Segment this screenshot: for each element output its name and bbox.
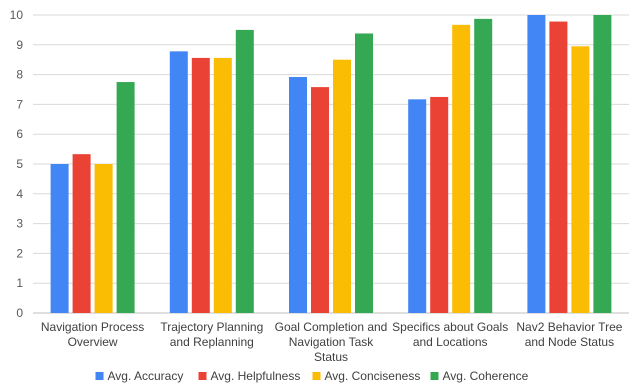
- bar-avg-coherence-1: [235, 29, 254, 314]
- bar-avg-accuracy-0: [50, 164, 69, 313]
- bar-avg-helpfulness-3: [430, 96, 449, 313]
- y-tick-label: 0: [16, 306, 23, 320]
- y-tick-label: 8: [16, 68, 23, 82]
- legend-item: Avg. Conciseness: [312, 369, 421, 383]
- bar-avg-coherence-3: [474, 18, 493, 314]
- legend-swatch: [312, 372, 321, 380]
- y-axis-tick-labels: 0 1 2 3 4 5 6 7 8 9 10: [10, 8, 24, 320]
- legend-item: Avg. Accuracy: [95, 369, 184, 383]
- legend-item: Avg. Coherence: [430, 369, 529, 383]
- x-category-label: Navigation Process Overview: [41, 320, 144, 349]
- legend-label: Avg. Coherence: [443, 369, 529, 383]
- x-category-label: Nav2 Behavior Tree and Node Status: [516, 320, 622, 349]
- bar-avg-helpfulness-0: [72, 154, 91, 313]
- bar-avg-coherence-4: [593, 15, 612, 313]
- legend-swatch: [95, 372, 104, 380]
- legend: Avg. Accuracy Avg. Helpfulness Avg. Concis…: [95, 369, 529, 383]
- bar-avg-coherence-0: [116, 82, 135, 313]
- bar-avg-conciseness-2: [333, 59, 351, 314]
- bar-avg-conciseness-3: [452, 24, 471, 314]
- legend-swatch: [198, 372, 207, 380]
- bar-avg-conciseness-0: [94, 164, 113, 313]
- y-tick-label: 5: [16, 157, 23, 171]
- x-category-label: Specifics about Goals and Locations: [392, 320, 508, 349]
- y-tick-label: 7: [16, 97, 23, 111]
- legend-label: Avg. Helpfulness: [211, 369, 301, 383]
- legend-item: Avg. Helpfulness: [198, 369, 301, 383]
- y-tick-label: 3: [16, 217, 23, 231]
- x-category-label: Trajectory Planning and Replanning: [160, 320, 263, 349]
- bar-avg-helpfulness-4: [549, 21, 568, 313]
- bar-avg-conciseness-1: [213, 57, 232, 313]
- x-axis-category-labels: Navigation Process Overview Trajectory Pla…: [41, 320, 623, 364]
- y-tick-label: 6: [16, 127, 23, 141]
- y-tick-label: 9: [16, 38, 23, 52]
- bar-avg-accuracy-3: [408, 99, 427, 313]
- bar-avg-accuracy-1: [169, 51, 188, 314]
- bar-avg-helpfulness-1: [191, 57, 210, 313]
- x-category-label: Goal Completion and Navigation Task Status: [275, 320, 388, 364]
- y-tick-label: 2: [16, 246, 23, 260]
- bar-avg-helpfulness-2: [311, 87, 329, 313]
- legend-label: Avg. Accuracy: [108, 369, 184, 383]
- bar-avg-coherence-2: [355, 33, 373, 313]
- legend-swatch: [430, 372, 439, 380]
- bar-avg-accuracy-4: [527, 15, 546, 313]
- bars: [50, 15, 612, 314]
- y-tick-label: 1: [16, 276, 23, 290]
- bar-avg-conciseness-4: [571, 46, 590, 313]
- y-tick-label: 10: [10, 8, 24, 22]
- legend-label: Avg. Conciseness: [325, 369, 421, 383]
- y-tick-label: 4: [16, 187, 23, 201]
- bar-avg-accuracy-2: [289, 76, 307, 313]
